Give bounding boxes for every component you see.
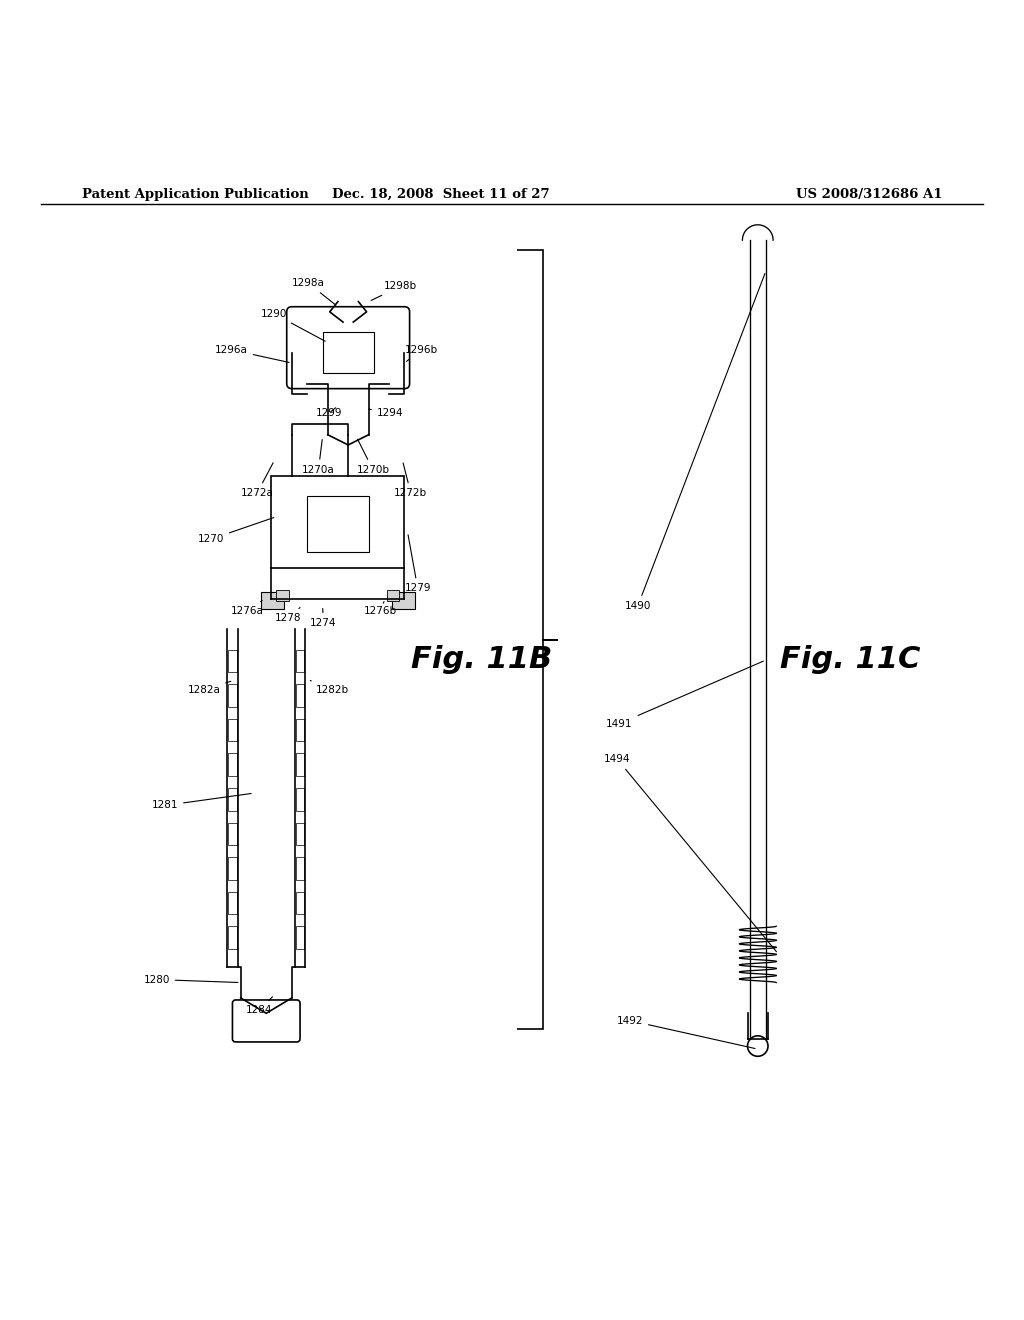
Bar (228, 649, 237, 672)
Text: 1294: 1294 (369, 408, 403, 418)
Bar (323, 333, 374, 374)
Text: 1276a: 1276a (230, 601, 263, 616)
Bar (296, 822, 304, 845)
Text: 1290: 1290 (261, 309, 326, 342)
Text: Dec. 18, 2008  Sheet 11 of 27: Dec. 18, 2008 Sheet 11 of 27 (332, 187, 549, 201)
Text: 1298a: 1298a (292, 279, 336, 305)
Text: 1494: 1494 (604, 755, 776, 952)
Bar (296, 857, 304, 879)
Text: 1279: 1279 (404, 535, 431, 594)
Text: 1490: 1490 (625, 273, 765, 611)
Text: 1270b: 1270b (356, 440, 389, 475)
Bar (228, 822, 237, 845)
Text: 1296b: 1296b (404, 345, 437, 362)
FancyBboxPatch shape (287, 306, 410, 388)
Bar (228, 857, 237, 879)
Text: Fig. 11B: Fig. 11B (411, 645, 552, 675)
Text: 1276b: 1276b (364, 602, 396, 616)
FancyBboxPatch shape (232, 1001, 300, 1041)
Text: 1270: 1270 (198, 517, 273, 544)
Bar (271, 475, 404, 568)
Text: 1299: 1299 (315, 408, 342, 418)
Text: Fig. 11C: Fig. 11C (779, 645, 921, 675)
Bar (228, 892, 237, 915)
Bar (276, 590, 289, 601)
Text: 1280: 1280 (143, 974, 238, 985)
Bar (261, 593, 284, 609)
Bar (296, 927, 304, 949)
Text: 1272a: 1272a (241, 463, 273, 498)
Text: 1282a: 1282a (187, 681, 230, 694)
Text: 1282b: 1282b (310, 681, 348, 694)
Text: 1270a: 1270a (302, 440, 335, 475)
Text: 1281: 1281 (152, 793, 251, 810)
Bar (296, 892, 304, 915)
Bar (296, 684, 304, 706)
Text: 1296a: 1296a (215, 345, 289, 363)
Bar (296, 788, 304, 810)
Text: 1284: 1284 (246, 997, 272, 1015)
Bar (387, 590, 399, 601)
Text: 1272b: 1272b (394, 463, 427, 498)
Bar (228, 754, 237, 776)
Bar (392, 593, 415, 609)
Bar (228, 927, 237, 949)
Text: 1492: 1492 (616, 1015, 755, 1048)
Bar (228, 684, 237, 706)
Bar (307, 496, 369, 553)
Circle shape (748, 1036, 768, 1056)
Text: 1274: 1274 (310, 609, 337, 628)
Text: US 2008/312686 A1: US 2008/312686 A1 (796, 187, 942, 201)
Bar (296, 754, 304, 776)
Text: 1298b: 1298b (371, 281, 417, 301)
Bar (296, 649, 304, 672)
Bar (296, 719, 304, 742)
Text: 1491: 1491 (606, 661, 764, 729)
Bar (228, 719, 237, 742)
Text: 1278: 1278 (274, 607, 301, 623)
Text: Patent Application Publication: Patent Application Publication (82, 187, 308, 201)
Bar (228, 788, 237, 810)
